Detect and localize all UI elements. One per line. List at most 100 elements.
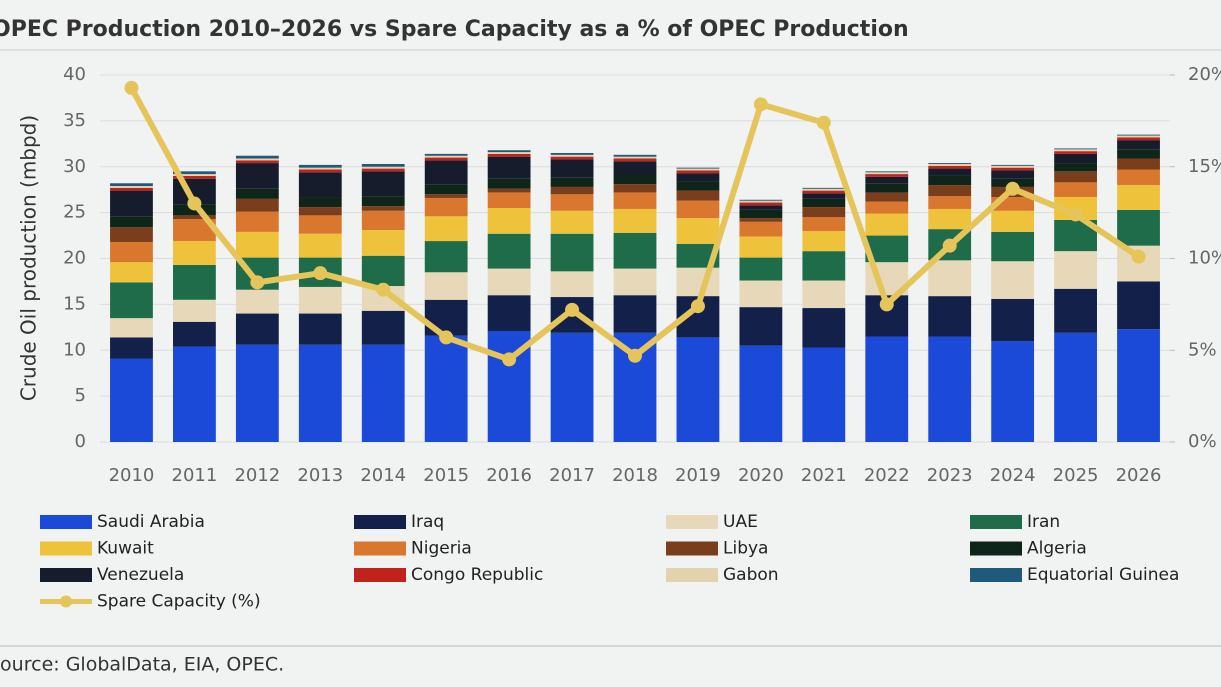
bar-segment xyxy=(1117,185,1160,210)
bar-segment xyxy=(802,187,846,189)
bar-segment xyxy=(235,231,279,258)
legend-label: Iran xyxy=(1027,512,1060,532)
bar-segment xyxy=(424,153,468,156)
bar-segment xyxy=(928,168,972,176)
legend-label: Nigeria xyxy=(411,539,472,559)
x-tick-label: 2016 xyxy=(486,465,532,486)
bar-segment xyxy=(173,174,216,176)
bar-segment xyxy=(235,188,279,199)
bar-segment xyxy=(550,210,594,234)
y-tick-label: 35 xyxy=(63,110,86,131)
bar-segment xyxy=(1117,209,1160,246)
bar-segment xyxy=(865,213,909,236)
bar-segment xyxy=(110,187,153,191)
legend-swatch xyxy=(354,515,406,529)
bar-segment xyxy=(235,158,279,161)
bar-segment xyxy=(1054,332,1097,442)
legend-swatch xyxy=(354,541,406,556)
bar-segment xyxy=(739,199,783,201)
bar-segment xyxy=(550,159,594,178)
bar-segment xyxy=(173,171,216,175)
line-point xyxy=(124,80,139,95)
bar-segment xyxy=(361,210,405,231)
bar-segment xyxy=(613,268,657,296)
legend-label: Congo Republic xyxy=(411,565,543,585)
bar-segment xyxy=(173,215,216,220)
line-point xyxy=(376,282,391,297)
bar-segment xyxy=(613,175,657,185)
bar-segment xyxy=(739,307,783,346)
bar-segment xyxy=(361,171,405,197)
x-tick-label: 2026 xyxy=(1116,465,1162,486)
bar-segment xyxy=(613,158,657,162)
bar-segment xyxy=(235,163,279,189)
bar-segment xyxy=(802,251,846,281)
line-point xyxy=(565,302,580,317)
line-point xyxy=(628,348,642,363)
bar-segment xyxy=(173,241,216,265)
line-point xyxy=(250,275,265,290)
bar-segment xyxy=(361,196,405,207)
bar-segment xyxy=(1054,149,1097,152)
x-tick-label: 2023 xyxy=(927,465,973,486)
bar-segment xyxy=(424,335,468,442)
x-tick-label: 2015 xyxy=(423,465,469,486)
bar-segment xyxy=(928,165,972,169)
bar-segment xyxy=(739,202,783,206)
x-tick-label: 2013 xyxy=(297,465,343,486)
bar-segment xyxy=(802,207,846,218)
line-point xyxy=(502,352,517,367)
bar-segment xyxy=(487,268,531,296)
bar-segment xyxy=(173,264,216,300)
bar-segment xyxy=(361,230,405,256)
legend-label: Kuwait xyxy=(97,539,154,559)
bar-segment xyxy=(928,185,972,197)
bar-segment xyxy=(424,272,468,300)
bar-segment xyxy=(1117,169,1160,186)
bar-segment xyxy=(550,233,594,272)
legend-marker xyxy=(60,595,72,608)
x-tick-label: 2014 xyxy=(360,465,406,486)
bar-segment xyxy=(110,183,153,187)
bar-segment xyxy=(1117,149,1160,159)
bar-segment xyxy=(802,217,846,231)
line-point xyxy=(816,115,831,130)
bar-segment xyxy=(361,206,405,211)
bar-segment xyxy=(173,219,216,242)
bar-segment xyxy=(298,215,342,234)
bar-segment xyxy=(424,157,468,161)
bar-segment xyxy=(424,241,468,273)
bar-segment xyxy=(298,164,342,168)
y-tick-label: 15 xyxy=(63,293,86,314)
line-point xyxy=(439,330,454,345)
x-tick-label: 2022 xyxy=(864,465,910,486)
legend-label: Gabon xyxy=(723,565,779,585)
bar-segment xyxy=(298,344,342,442)
bar-segment xyxy=(424,194,468,198)
bar-segment xyxy=(1054,163,1097,172)
bar-segment xyxy=(865,172,909,175)
y-tick-label: 0 xyxy=(75,431,86,452)
bar-segment xyxy=(298,172,342,198)
y-tick-label: 10 xyxy=(63,339,86,360)
bar-segment xyxy=(739,200,783,203)
bar-segment xyxy=(110,337,153,359)
bar-segment xyxy=(361,168,405,172)
legend-label: Venezuela xyxy=(97,565,184,585)
bar-segment xyxy=(1117,329,1160,442)
y-tick-label: 25 xyxy=(63,202,86,223)
bar-segment xyxy=(1054,153,1097,164)
x-tick-label: 2017 xyxy=(549,465,595,486)
y2-tick-label: 20% xyxy=(1188,64,1221,85)
bar-segment xyxy=(739,345,783,442)
bar-segment xyxy=(676,200,720,219)
bar-segment xyxy=(424,216,468,242)
bar-segment xyxy=(487,188,531,193)
bar-segment xyxy=(235,289,279,314)
bar-segment xyxy=(865,176,909,184)
y-tick-label: 40 xyxy=(63,64,86,85)
legend-swatch xyxy=(666,568,718,582)
bar-segment xyxy=(487,152,531,154)
y-axis-title: Crude Oil production (mbpd) xyxy=(17,115,41,401)
bar-segment xyxy=(991,298,1035,342)
